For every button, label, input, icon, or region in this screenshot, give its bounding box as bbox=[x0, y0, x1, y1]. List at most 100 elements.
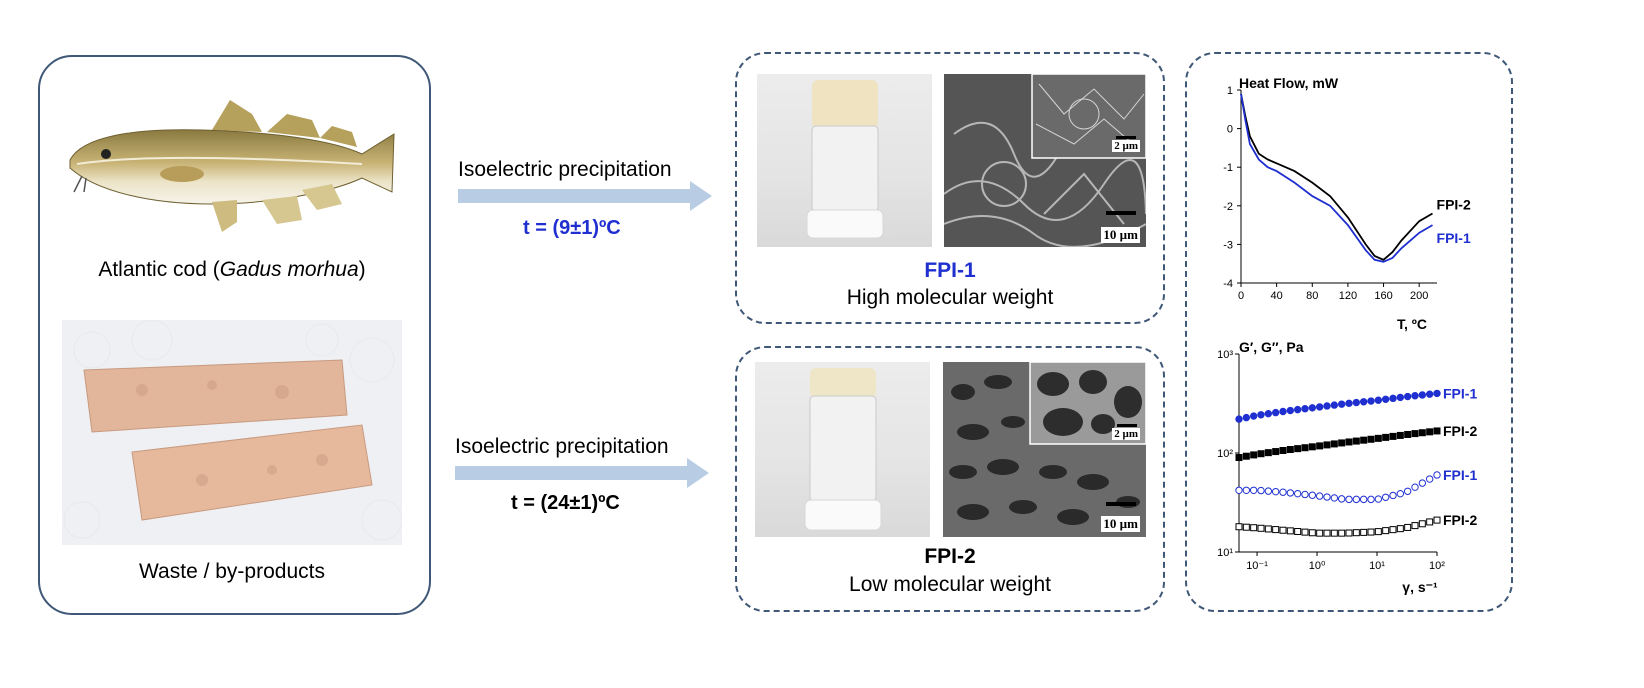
rheo-point-fpi-2-loss bbox=[1323, 529, 1331, 537]
rheo-point-fpi-1-loss bbox=[1286, 489, 1295, 497]
rheo-point-fpi-1-loss bbox=[1337, 495, 1346, 503]
dsc-x-tick-label: 0 bbox=[1238, 290, 1244, 302]
process-1-method: Isoelectric precipitation bbox=[458, 158, 672, 181]
rheo-series-label-fpi-1: FPI-1 bbox=[1443, 385, 1477, 401]
dsc-x-tick-label: 200 bbox=[1410, 290, 1428, 302]
fish-caption-suffix: ) bbox=[358, 258, 366, 281]
rheo-point-fpi-2-storage bbox=[1264, 449, 1272, 457]
rheo-xlabel: γ, s⁻¹ bbox=[1402, 579, 1438, 595]
rheo-point-fpi-1-storage bbox=[1374, 396, 1383, 404]
rheo-point-fpi-1-storage bbox=[1323, 402, 1331, 410]
fpi2-vial-photo bbox=[755, 362, 930, 537]
rheo-x-tick-label: 10⁰ bbox=[1309, 560, 1326, 572]
fpi2-description: Low molecular weight bbox=[849, 573, 1051, 596]
rheo-point-fpi-2-storage bbox=[1411, 430, 1419, 438]
rheo-point-fpi-2-loss bbox=[1235, 523, 1243, 531]
rheo-point-fpi-2-storage bbox=[1330, 440, 1338, 448]
rheo-point-fpi-2-storage bbox=[1338, 439, 1346, 447]
rheo-point-fpi-1-loss bbox=[1411, 483, 1419, 491]
rheo-point-fpi-1-loss bbox=[1403, 487, 1412, 495]
rheo-point-fpi-2-loss bbox=[1389, 526, 1397, 534]
rheo-point-fpi-2-storage bbox=[1279, 446, 1287, 454]
rheo-point-fpi-1-loss bbox=[1315, 492, 1324, 500]
rheo-point-fpi-2-loss bbox=[1404, 523, 1412, 531]
rheo-point-fpi-2-loss bbox=[1433, 516, 1441, 524]
rheo-point-fpi-2-storage bbox=[1374, 434, 1382, 442]
rheo-point-fpi-1-loss bbox=[1323, 493, 1331, 501]
dsc-y-tick-label: 0 bbox=[1227, 124, 1233, 136]
rheo-point-fpi-2-storage bbox=[1396, 431, 1404, 439]
rheo-point-fpi-2-loss bbox=[1301, 528, 1309, 536]
rheo-point-fpi-2-storage bbox=[1433, 427, 1441, 435]
rheo-point-fpi-1-loss bbox=[1433, 471, 1441, 479]
rheo-point-fpi-2-storage bbox=[1352, 437, 1360, 445]
rheo-point-fpi-1-storage bbox=[1249, 412, 1258, 420]
dsc-heat-flow-chart: Heat Flow, mW T, ºC 1 0 -1 -2 -3 -4 0 40 80 120 16… bbox=[1223, 75, 1471, 332]
rheo-point-fpi-2-loss bbox=[1360, 528, 1368, 536]
dsc-y-tick-label: -2 bbox=[1223, 201, 1233, 213]
fpi1-inset-scale-label: 2 µm bbox=[1112, 140, 1140, 152]
rheo-point-fpi-1-loss bbox=[1264, 487, 1273, 495]
rheo-point-fpi-2-storage bbox=[1389, 432, 1397, 440]
rheo-point-fpi-2-loss bbox=[1367, 528, 1375, 536]
rheo-point-fpi-1-loss bbox=[1257, 486, 1265, 495]
rheo-x-tick-label: 10² bbox=[1429, 560, 1445, 572]
rheo-point-fpi-2-loss bbox=[1330, 529, 1338, 537]
rheo-y-tick-label: 10³ bbox=[1217, 349, 1233, 361]
rheo-point-fpi-1-storage bbox=[1242, 413, 1251, 422]
rheo-point-fpi-2-loss bbox=[1382, 527, 1390, 535]
dsc-y-tick-label: 1 bbox=[1227, 85, 1233, 97]
cod-fish-illustration bbox=[69, 100, 395, 232]
rheo-point-fpi-1-loss bbox=[1367, 495, 1375, 504]
rheo-point-fpi-1-storage bbox=[1359, 398, 1368, 406]
rheo-point-fpi-1-storage bbox=[1301, 405, 1309, 413]
dsc-x-tick-label: 80 bbox=[1306, 290, 1318, 302]
rheo-point-fpi-1-loss bbox=[1249, 486, 1258, 494]
rheo-point-fpi-1-loss bbox=[1425, 475, 1434, 483]
rheo-point-fpi-1-storage bbox=[1367, 397, 1375, 405]
dsc-x-tick-label: 40 bbox=[1271, 290, 1283, 302]
process-2-arrow bbox=[455, 458, 709, 488]
rheo-point-fpi-2-loss bbox=[1286, 527, 1294, 535]
source-panel bbox=[38, 55, 431, 615]
rheo-point-fpi-1-storage bbox=[1345, 399, 1353, 408]
rheo-point-fpi-1-loss bbox=[1330, 494, 1339, 502]
process-2-temperature: t = (24±1)ºC bbox=[511, 492, 620, 514]
rheo-point-fpi-2-storage bbox=[1367, 435, 1375, 443]
dsc-ylabel: Heat Flow, mW bbox=[1239, 75, 1339, 91]
dsc-x-tick-label: 160 bbox=[1374, 290, 1392, 302]
rheo-point-fpi-1-storage bbox=[1396, 393, 1405, 402]
process-2-method: Isoelectric precipitation bbox=[455, 435, 669, 458]
rheo-ylabel: G′, G″, Pa bbox=[1239, 339, 1304, 355]
rheo-point-fpi-2-storage bbox=[1272, 448, 1280, 456]
rheo-point-fpi-2-loss bbox=[1308, 529, 1316, 537]
rheo-point-fpi-1-loss bbox=[1418, 479, 1427, 487]
fpi1-main-scale-label: 10 µm bbox=[1101, 227, 1140, 243]
rheo-point-fpi-1-storage bbox=[1411, 392, 1419, 400]
process-1-temperature: t = (9±1)ºC bbox=[523, 217, 621, 239]
fish-caption: Atlantic cod (Gadus morhua) bbox=[62, 258, 402, 282]
rheo-point-fpi-1-storage bbox=[1286, 406, 1295, 415]
plots-panel bbox=[1185, 52, 1513, 612]
rheo-point-fpi-2-storage bbox=[1360, 436, 1368, 444]
rheo-point-fpi-1-storage bbox=[1271, 408, 1280, 417]
dsc-series-label-fpi-1: FPI-1 bbox=[1437, 230, 1471, 246]
rheo-point-fpi-1-loss bbox=[1271, 487, 1280, 496]
dsc-y-tick-label: -4 bbox=[1223, 278, 1233, 290]
rheo-point-fpi-1-loss bbox=[1389, 491, 1397, 500]
process-1-arrow bbox=[458, 181, 712, 211]
rheo-point-fpi-2-storage bbox=[1257, 450, 1265, 458]
rheo-point-fpi-2-storage bbox=[1418, 429, 1426, 437]
dsc-x-tick-label: 120 bbox=[1339, 290, 1357, 302]
rheo-point-fpi-2-storage bbox=[1308, 443, 1316, 451]
rheo-point-fpi-1-storage bbox=[1257, 411, 1265, 419]
rheo-point-fpi-1-storage bbox=[1235, 415, 1243, 423]
rheo-point-fpi-1-storage bbox=[1315, 403, 1324, 411]
rheo-point-fpi-1-loss bbox=[1308, 491, 1317, 499]
rheo-point-fpi-2-loss bbox=[1272, 526, 1280, 534]
dsc-series-label-fpi-2: FPI-2 bbox=[1437, 197, 1471, 213]
fpi1-name: FPI-1 bbox=[924, 259, 976, 282]
fish-byproducts-photo bbox=[62, 320, 402, 545]
rheo-series-label-fpi-2: FPI-2 bbox=[1443, 423, 1477, 439]
fpi2-inset-scale-label: 2 µm bbox=[1112, 428, 1140, 440]
